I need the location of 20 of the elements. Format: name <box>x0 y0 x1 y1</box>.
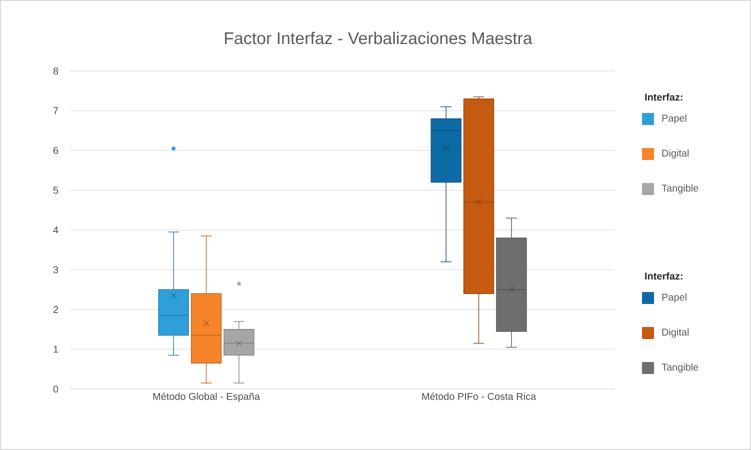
legend-title: Interfaz: <box>645 93 682 101</box>
y-tick-label: 8 <box>53 67 58 75</box>
legend-label: Papel <box>662 114 686 124</box>
x-tick-label: Método PIFo - Costa Rica <box>422 392 536 400</box>
text: Interfaz: <box>645 272 682 280</box>
legend-label: Tangible <box>662 363 698 373</box>
legend-label: Digital <box>662 328 689 338</box>
chart-title: Factor Interfaz - Verbalizaciones Maestra <box>225 32 532 44</box>
y-tick-label: 7 <box>53 107 58 114</box>
y-tick-label: 3 <box>53 266 58 274</box>
legend-label: Papel <box>662 293 686 303</box>
y-tick-label: 4 <box>53 226 58 234</box>
y-tick-label: 0 <box>53 385 58 393</box>
y-tick-label: 2 <box>53 306 58 313</box>
y-tick-label: 1 <box>54 346 58 353</box>
legend-label: Tangible <box>662 184 698 194</box>
x-tick-label: Método Global - España <box>153 392 260 402</box>
legend-label: Digital <box>662 149 689 159</box>
y-tick-label: 6 <box>53 146 58 154</box>
y-tick-label: 5 <box>53 186 58 194</box>
